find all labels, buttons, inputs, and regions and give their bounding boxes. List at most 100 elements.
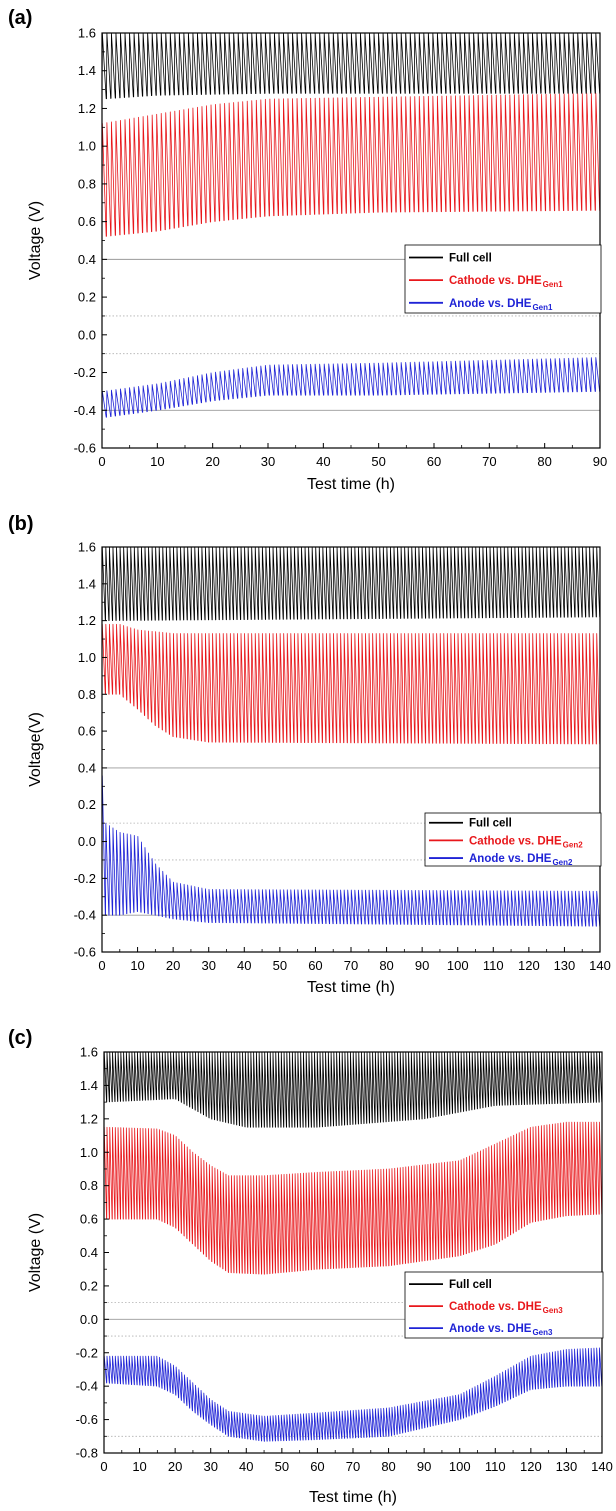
x-tick-label: 10 (150, 454, 164, 469)
x-tick-label: 110 (483, 958, 504, 973)
legend-label: Cathode vs. DHEGen1 (449, 275, 563, 289)
y-tick-label: 1.6 (80, 1045, 98, 1060)
x-tick-label: 40 (316, 454, 330, 469)
legend-label: Cathode vs. DHEGen2 (469, 835, 583, 849)
y-tick-label: -0.2 (74, 871, 96, 886)
x-tick-label: 130 (556, 1459, 578, 1474)
x-tick-label: 140 (591, 1459, 613, 1474)
y-tick-label: 0.6 (80, 1212, 98, 1227)
x-axis-title: Test time (h) (307, 979, 395, 996)
x-axis-title: Test time (h) (307, 476, 395, 493)
legend-label-subscript: Gen1 (543, 280, 564, 289)
y-tick-label: 0.8 (78, 176, 96, 191)
y-tick-label: 1.4 (78, 63, 96, 78)
y-tick-label: 1.6 (78, 26, 96, 41)
x-tick-label: 0 (100, 1459, 107, 1474)
y-tick-label: 1.4 (80, 1078, 98, 1093)
y-tick-label: 0.0 (78, 327, 96, 342)
legend-label-subscript: Gen2 (552, 858, 573, 867)
x-tick-label: 30 (261, 454, 275, 469)
y-tick-label: 0.0 (78, 834, 96, 849)
x-tick-label: 70 (346, 1459, 360, 1474)
legend-label: Full cell (449, 1279, 492, 1291)
x-tick-label: 40 (237, 958, 251, 973)
panel-label: (a) (8, 7, 32, 29)
y-tick-label: 0.6 (78, 214, 96, 229)
x-tick-label: 10 (132, 1459, 146, 1474)
x-tick-label: 20 (168, 1459, 182, 1474)
y-axis: -0.6 -0.4 -0.2 0.0 0.2 0.4 0.6 0.8 1.0 1.2 1.4 1.6 (74, 540, 107, 960)
plot-area (104, 1052, 602, 1442)
legend-label: Anode vs. DHEGen3 (449, 1323, 553, 1337)
y-tick-label: -0.8 (76, 1446, 98, 1461)
series-line-full-cell (102, 33, 600, 100)
y-tick-label: 0.4 (80, 1245, 98, 1260)
y-tick-label: 0.2 (78, 797, 96, 812)
legend-label: Full cell (469, 818, 512, 830)
x-tick-label: 30 (203, 1459, 217, 1474)
series-line-cathode (102, 623, 600, 745)
x-tick-label: 70 (344, 958, 358, 973)
x-tick-label: 90 (415, 958, 429, 973)
x-tick-label: 110 (485, 1459, 506, 1474)
x-tick-label: 80 (379, 958, 393, 973)
x-tick-label: 100 (449, 1459, 471, 1474)
y-tick-label: 1.2 (80, 1111, 98, 1126)
plot-area (102, 33, 600, 418)
x-tick-label: 70 (482, 454, 496, 469)
y-tick-label: 0.8 (78, 687, 96, 702)
x-axis-title: Test time (h) (309, 1489, 397, 1506)
x-axis: 0 10 20 30 40 50 60 70 80 90 100 110 120 130 140 (98, 947, 611, 973)
x-tick-label: 20 (205, 454, 219, 469)
x-tick-label: 100 (447, 958, 469, 973)
x-tick-label: 90 (593, 454, 607, 469)
y-tick-label: -0.2 (76, 1345, 98, 1360)
x-tick-label: 60 (427, 454, 441, 469)
x-tick-label: 20 (166, 958, 180, 973)
y-tick-label: 0.0 (80, 1312, 98, 1327)
x-tick-label: 0 (98, 454, 105, 469)
x-tick-label: 130 (554, 958, 576, 973)
legend-box (404, 1271, 604, 1339)
x-tick-label: 30 (201, 958, 215, 973)
x-tick-label: 0 (98, 958, 105, 973)
series-line-full-cell (102, 547, 600, 622)
legend-box (404, 244, 602, 314)
chart-panel-b: 0 10 20 30 40 50 60 70 80 90 100 110 120 130 140-0.6-0… (8, 513, 611, 996)
legend-label: Anode vs. DHEGen1 (449, 298, 553, 312)
legend-label-subscript: Gen1 (532, 303, 553, 312)
y-tick-label: 1.2 (78, 613, 96, 628)
x-axis: 0 10 20 30 40 50 60 70 80 90 100 110 120 130 140 (100, 1448, 613, 1474)
x-tick-label: 80 (537, 454, 551, 469)
y-tick-label: 1.0 (78, 139, 96, 154)
y-tick-label: 0.4 (78, 760, 96, 775)
legend: Full cell Cathode vs. DHEGen1 Anode vs. DH… (404, 244, 602, 314)
y-tick-label: -0.2 (74, 365, 96, 380)
series-line-anode (102, 775, 600, 927)
y-tick-label: 0.6 (78, 724, 96, 739)
series-line-anode (102, 357, 600, 418)
x-tick-label: 140 (589, 958, 611, 973)
chart-panel-a: 0 10 20 30 40 50 60 70 80 90 -0.6 -0.4 -0.2 0.0 0.2 0.4… (8, 7, 607, 493)
x-tick-label: 50 (273, 958, 287, 973)
x-tick-label: 50 (275, 1459, 289, 1474)
y-tick-label: -0.6 (76, 1412, 98, 1427)
x-tick-label: 80 (381, 1459, 395, 1474)
y-tick-label: 0.4 (78, 252, 96, 267)
x-tick-label: 50 (371, 454, 385, 469)
y-tick-label: 1.2 (78, 101, 96, 116)
y-tick-label: 1.6 (78, 540, 96, 555)
x-tick-label: 60 (308, 958, 322, 973)
series-line-cathode (104, 1121, 602, 1275)
chart-panel-c: 0 10 20 30 40 50 60 70 80 90 100 110 120 130 140-0.8-0… (8, 1027, 613, 1506)
series-line-full-cell (104, 1052, 602, 1128)
y-tick-label: 0.2 (80, 1278, 98, 1293)
y-tick-label: -0.4 (74, 403, 96, 418)
panel-label: (c) (8, 1027, 32, 1049)
y-axis: -0.6 -0.4 -0.2 0.0 0.2 0.4 0.6 0.8 1.0 1.2 1.4 1.6 (74, 26, 107, 456)
x-tick-label: 10 (130, 958, 144, 973)
legend-label-subscript: Gen3 (532, 1328, 553, 1337)
legend-label: Anode vs. DHEGen2 (469, 853, 573, 867)
x-tick-label: 120 (520, 1459, 542, 1474)
